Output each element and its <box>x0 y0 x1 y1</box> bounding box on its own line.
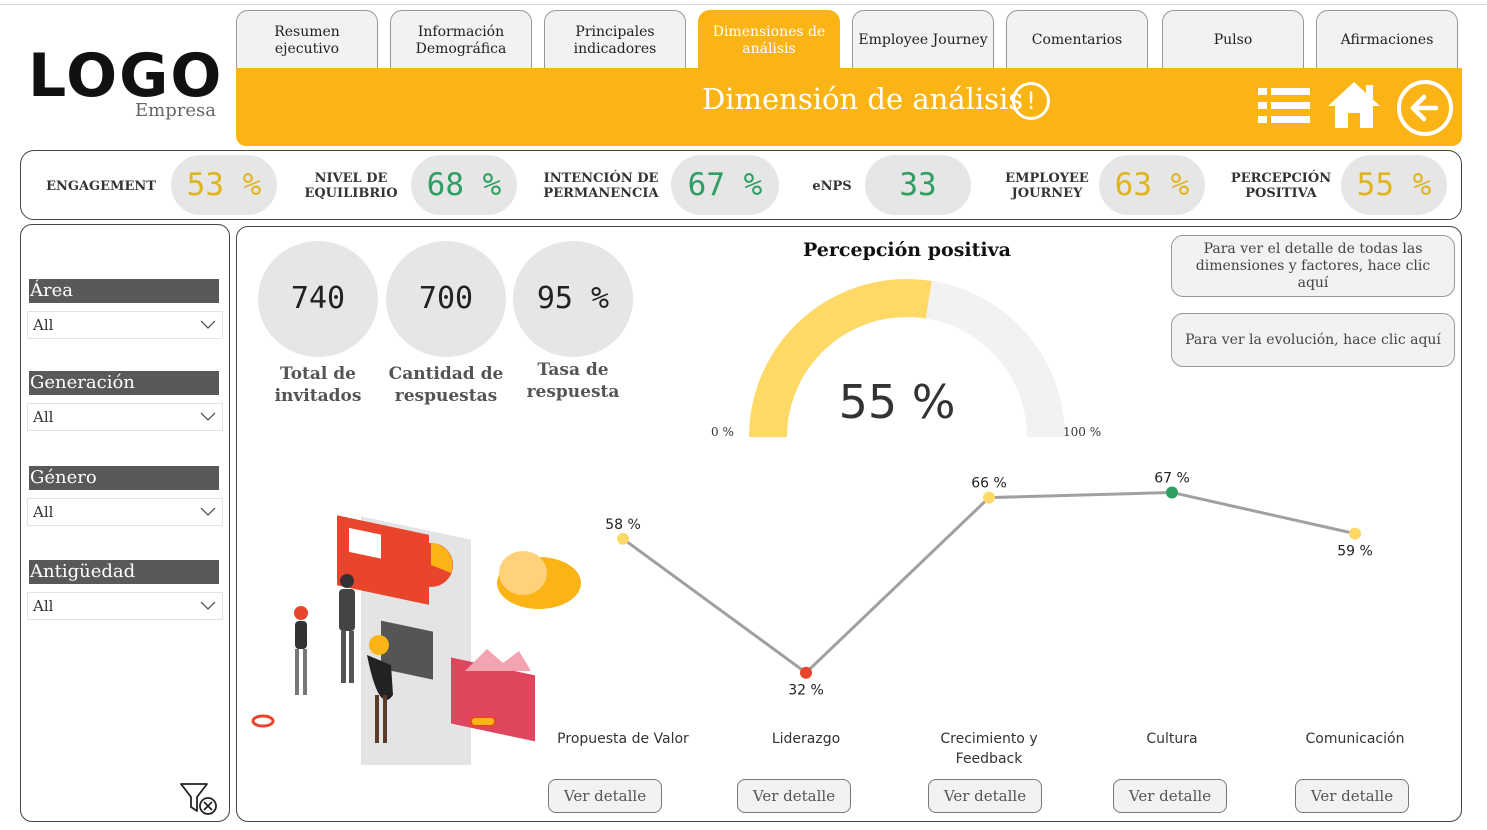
filter-value-generacion: All <box>33 408 54 426</box>
filter-select-genero[interactable]: All <box>27 498 223 526</box>
chart-data-label: 59 % <box>1337 544 1373 560</box>
data-analysis-illustration <box>251 515 581 765</box>
chevron-down-icon <box>200 320 216 329</box>
kpi-label-enps: eNPS <box>812 179 852 194</box>
kpi-value-percepcion-positiva: 55 % <box>1341 155 1447 215</box>
tab-dimensiones-de-analisis[interactable]: Dimensiones de análisis <box>698 10 840 70</box>
ver-detalle-liderazgo-button[interactable]: Ver detalle <box>737 779 851 813</box>
logo-word: LOGO <box>28 41 224 111</box>
main-panel: 740 Total de invitados 700 Cantidad de r… <box>236 226 1462 822</box>
tab-comentarios[interactable]: Comentarios <box>1006 10 1148 70</box>
kpi-value-intencion-permanencia: 67 % <box>671 155 779 215</box>
stat-label-total-invitados: Total de invitados <box>274 364 362 406</box>
tab-employee-journey[interactable]: Employee Journey <box>852 10 994 70</box>
gauge-chart <box>749 279 1065 437</box>
ver-detalle-cultura-button[interactable]: Ver detalle <box>1113 779 1227 813</box>
filter-select-area[interactable]: All <box>27 311 223 339</box>
chart-data-label: 66 % <box>971 476 1007 492</box>
filter-select-antiguedad[interactable]: All <box>27 592 223 620</box>
kpi-label-nivel-equilibrio: NIVEL DE EQUILIBRIO <box>304 171 398 201</box>
tab-principales-indicadores[interactable]: Principales indicadores <box>544 10 686 70</box>
stat-label-tasa-respuesta: Tasa de respuesta <box>526 360 620 402</box>
gauge-max-label: 100 % <box>1063 425 1102 439</box>
chart-data-label: 58 % <box>605 517 641 533</box>
kpi-label-employee-journey: EMPLOYEE JOURNEY <box>1005 171 1089 201</box>
dimension-line-chart: 58 % 32 % 66 % 67 % 59 % <box>605 470 1373 699</box>
filter-value-antiguedad: All <box>33 597 54 615</box>
filter-label-area: Área <box>29 279 219 303</box>
gauge-fill <box>749 279 932 437</box>
filter-label-antiguedad: Antigüedad <box>29 560 219 584</box>
chart-category-crecimiento-feedback: Crecimiento y Feedback <box>940 731 1038 767</box>
info-alert-icon[interactable]: ! <box>1012 82 1050 120</box>
tab-afirmaciones[interactable]: Afirmaciones <box>1316 10 1458 70</box>
stat-label-cantidad-respuestas: Cantidad de respuestas <box>388 364 504 406</box>
gauge-min-label: 0 % <box>711 425 734 439</box>
chart-category-comunicacion: Comunicación <box>1305 731 1405 747</box>
view-all-dimensions-button[interactable]: Para ver el detalle de todas las dimensi… <box>1171 235 1455 297</box>
chart-series-line <box>622 490 1356 675</box>
chart-point[interactable] <box>800 666 812 679</box>
view-evolution-button[interactable]: Para ver la evolución, hace clic aquí <box>1171 313 1455 367</box>
filter-label-generacion: Generación <box>29 371 219 395</box>
filter-label-genero: Género <box>29 466 219 490</box>
clear-filters-icon[interactable] <box>179 781 219 817</box>
ver-detalle-crecimiento-feedback-button[interactable]: Ver detalle <box>928 779 1042 813</box>
tab-pulso[interactable]: Pulso <box>1162 10 1304 70</box>
gauge-title: Percepción positiva <box>803 239 1011 261</box>
chart-data-label: 67 % <box>1154 470 1190 486</box>
kpi-label-intencion-permanencia: INTENCIÓN DE PERMANENCIA <box>543 171 659 201</box>
tab-informacion-demografica[interactable]: Información Demográfica <box>390 10 532 70</box>
gauge-value: 55 % <box>838 375 956 429</box>
filter-select-generacion[interactable]: All <box>27 403 223 431</box>
company-logo: LOGO Empresa <box>28 44 228 124</box>
tab-resumen-ejecutivo[interactable]: Resumen ejecutivo <box>236 10 378 70</box>
kpi-label-percepcion-positiva: PERCEPCIÓN POSITIVA <box>1230 171 1332 201</box>
home-icon[interactable] <box>1326 80 1382 130</box>
header-banner: Dimensión de análisis ! <box>236 68 1462 146</box>
chart-point[interactable] <box>617 532 629 545</box>
filter-value-area: All <box>33 316 54 334</box>
chart-data-label: 32 % <box>788 683 824 699</box>
chevron-down-icon <box>200 507 216 516</box>
kpi-bar: ENGAGEMENT 53 % NIVEL DE EQUILIBRIO 68 %… <box>20 150 1462 220</box>
filter-panel: Área All Generación All Género All Antig… <box>20 224 230 822</box>
page-title: Dimensión de análisis <box>702 82 1024 116</box>
kpi-value-enps: 33 <box>865 155 971 215</box>
filter-value-genero: All <box>33 503 54 521</box>
chart-point[interactable] <box>1349 527 1361 540</box>
chevron-down-icon <box>200 412 216 421</box>
logo-company: Empresa <box>135 100 216 121</box>
kpi-value-nivel-equilibrio: 68 % <box>411 155 517 215</box>
top-divider <box>0 4 1487 5</box>
chart-category-cultura: Cultura <box>1146 731 1198 747</box>
chart-point[interactable] <box>983 491 995 504</box>
back-arrow-icon[interactable] <box>1396 79 1454 137</box>
menu-list-icon[interactable] <box>1258 86 1310 126</box>
chart-category-propuesta-valor: Propuesta de Valor <box>557 731 689 747</box>
ver-detalle-propuesta-valor-button[interactable]: Ver detalle <box>548 779 662 813</box>
stat-value-tasa-respuesta: 95 % <box>513 241 633 357</box>
kpi-value-engagement: 53 % <box>171 155 277 215</box>
chart-point[interactable] <box>1166 486 1178 499</box>
chart-category-liderazgo: Liderazgo <box>771 731 841 747</box>
stat-value-total-invitados: 740 <box>258 241 378 357</box>
chevron-down-icon <box>200 601 216 610</box>
kpi-label-engagement: ENGAGEMENT <box>46 179 156 194</box>
ver-detalle-comunicacion-button[interactable]: Ver detalle <box>1295 779 1409 813</box>
stat-value-cantidad-respuestas: 700 <box>386 241 506 357</box>
kpi-value-employee-journey: 63 % <box>1099 155 1205 215</box>
